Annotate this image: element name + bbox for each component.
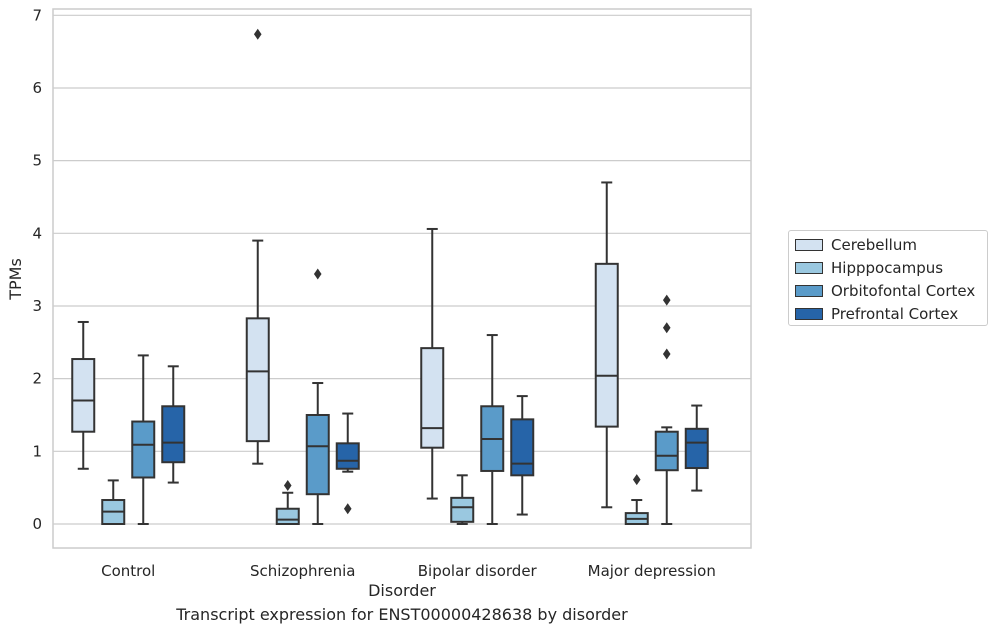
y-tick-label-3: 3 — [32, 297, 42, 315]
box-iqr — [71, 358, 96, 433]
box-control-hipppocampus — [101, 479, 126, 525]
outlier-point — [632, 474, 641, 486]
outlier-point — [662, 348, 671, 360]
box-control-orbitofontal-cortex — [131, 354, 156, 525]
y-tick-label-5: 5 — [32, 152, 42, 170]
box-schizophrenia-orbitofontal-cortex — [305, 268, 330, 525]
box-schizophrenia-cerebellum — [245, 28, 270, 465]
box-iqr — [510, 418, 535, 477]
outlier-point — [283, 479, 292, 491]
legend: Cerebellum Hipppocampus Orbitofontal Cor… — [788, 230, 988, 326]
box-bipolar-disorder-prefrontal-cortex — [510, 395, 535, 516]
x-tick-label-schizophrenia: Schizophrenia — [250, 562, 355, 580]
x-tick-label-bipolar-disorder: Bipolar disorder — [418, 562, 538, 580]
plot-area-frame — [52, 8, 752, 549]
figure-caption: Transcript expression for ENST0000042863… — [176, 605, 628, 624]
outlier-point — [662, 322, 671, 334]
y-tick-label-1: 1 — [32, 442, 42, 460]
box-major-depression-prefrontal-cortex — [684, 404, 709, 492]
box-iqr — [131, 420, 156, 479]
y-tick-label-2: 2 — [32, 370, 42, 388]
box-control-prefrontal-cortex — [161, 365, 186, 484]
y-tick-label-7: 7 — [32, 6, 42, 24]
y-tick-labels: 0 1 2 3 4 5 6 7 — [32, 6, 42, 533]
box-major-depression-cerebellum — [594, 181, 619, 509]
box-iqr — [450, 496, 475, 523]
box-layer — [71, 28, 709, 525]
y-tick-label-4: 4 — [32, 224, 42, 242]
box-bipolar-disorder-hipppocampus — [450, 474, 475, 525]
legend-item-orbitofontal-cortex: Orbitofontal Cortex — [795, 280, 975, 302]
legend-label-cerebellum: Cerebellum — [831, 236, 917, 254]
box-iqr — [654, 430, 679, 472]
box-iqr — [684, 427, 709, 470]
box-iqr — [335, 442, 360, 470]
legend-item-prefrontal-cortex: Prefrontal Cortex — [795, 303, 958, 325]
legend-swatch-prefrontal-cortex — [795, 308, 823, 320]
legend-swatch-cerebellum — [795, 239, 823, 251]
box-iqr — [275, 507, 300, 525]
box-major-depression-hipppocampus — [624, 474, 649, 525]
box-iqr — [305, 413, 330, 496]
y-tick-label-0: 0 — [32, 515, 42, 533]
box-bipolar-disorder-orbitofontal-cortex — [480, 334, 505, 525]
box-schizophrenia-prefrontal-cortex — [335, 412, 360, 515]
outlier-point — [662, 294, 671, 306]
legend-item-hipppocampus: Hipppocampus — [795, 257, 943, 279]
legend-label-orbitofontal-cortex: Orbitofontal Cortex — [831, 282, 976, 300]
box-iqr — [245, 317, 270, 443]
x-tick-label-control: Control — [101, 562, 155, 580]
box-iqr — [161, 405, 186, 464]
legend-label-hipppocampus: Hipppocampus — [831, 259, 944, 277]
x-axis-title: Disorder — [368, 581, 436, 600]
box-major-depression-orbitofontal-cortex — [654, 294, 679, 525]
box-iqr — [420, 347, 445, 449]
box-control-cerebellum — [71, 320, 96, 470]
legend-swatch-hipppocampus — [795, 262, 823, 274]
legend-item-cerebellum: Cerebellum — [795, 234, 917, 256]
y-axis-title: TPMs — [6, 258, 25, 301]
box-schizophrenia-hipppocampus — [275, 479, 300, 525]
outlier-point — [343, 503, 352, 515]
y-tick-label-6: 6 — [32, 79, 42, 97]
outlier-point — [313, 268, 322, 280]
box-bipolar-disorder-cerebellum — [420, 227, 445, 500]
box-iqr — [594, 262, 619, 428]
outlier-point — [253, 28, 262, 40]
legend-swatch-orbitofontal-cortex — [795, 285, 823, 297]
x-tick-label-major-depression: Major depression — [588, 562, 716, 580]
grid-lines — [53, 14, 751, 525]
legend-label-prefrontal-cortex: Prefrontal Cortex — [831, 305, 959, 323]
x-tick-labels: Control Schizophrenia Bipolar disorder Majo… — [101, 562, 716, 580]
